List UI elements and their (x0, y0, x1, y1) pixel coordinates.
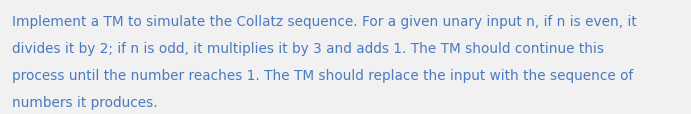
Text: numbers it produces.: numbers it produces. (12, 95, 158, 109)
Text: process until the number reaches 1. The TM should replace the input with the seq: process until the number reaches 1. The … (12, 68, 634, 82)
Text: Implement a TM to simulate the Collatz sequence. For a given unary input n, if n: Implement a TM to simulate the Collatz s… (12, 15, 637, 29)
Text: divides it by 2; if n is odd, it multiplies it by 3 and adds 1. The TM should co: divides it by 2; if n is odd, it multipl… (12, 42, 605, 56)
